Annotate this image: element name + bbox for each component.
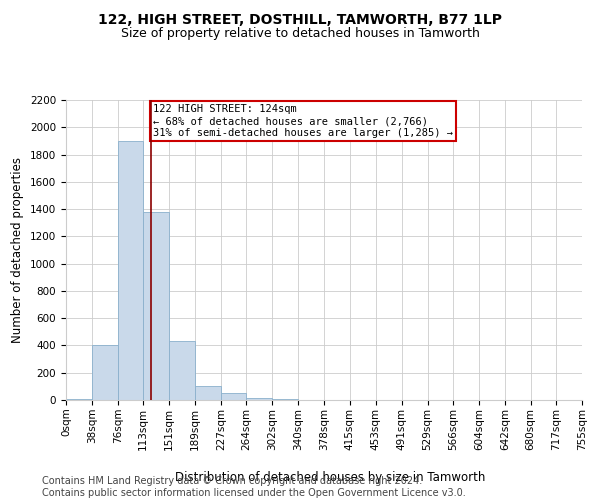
Text: 122 HIGH STREET: 124sqm
← 68% of detached houses are smaller (2,766)
31% of semi: 122 HIGH STREET: 124sqm ← 68% of detache… [153,104,453,138]
Bar [143,212,169,400]
Bar [195,386,221,400]
Bar [169,342,195,400]
Bar [247,398,272,400]
Text: Size of property relative to detached houses in Tamworth: Size of property relative to detached ho… [121,28,479,40]
Bar [92,346,118,400]
Bar [221,393,247,400]
Text: Distribution of detached houses by size in Tamworth: Distribution of detached houses by size … [175,471,485,484]
Y-axis label: Number of detached properties: Number of detached properties [11,157,25,343]
Text: 122, HIGH STREET, DOSTHILL, TAMWORTH, B77 1LP: 122, HIGH STREET, DOSTHILL, TAMWORTH, B7… [98,12,502,26]
Text: Contains HM Land Registry data © Crown copyright and database right 2024.
Contai: Contains HM Land Registry data © Crown c… [42,476,466,498]
Bar [66,398,92,400]
Bar [118,141,143,400]
